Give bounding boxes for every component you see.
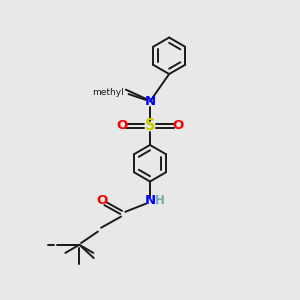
Text: N: N (144, 194, 156, 207)
Text: methyl: methyl (92, 88, 124, 97)
Text: O: O (172, 119, 184, 132)
Text: H: H (155, 194, 165, 207)
Text: O: O (116, 119, 128, 132)
Text: S: S (145, 118, 155, 134)
Text: O: O (97, 194, 108, 207)
Text: N: N (144, 95, 156, 108)
